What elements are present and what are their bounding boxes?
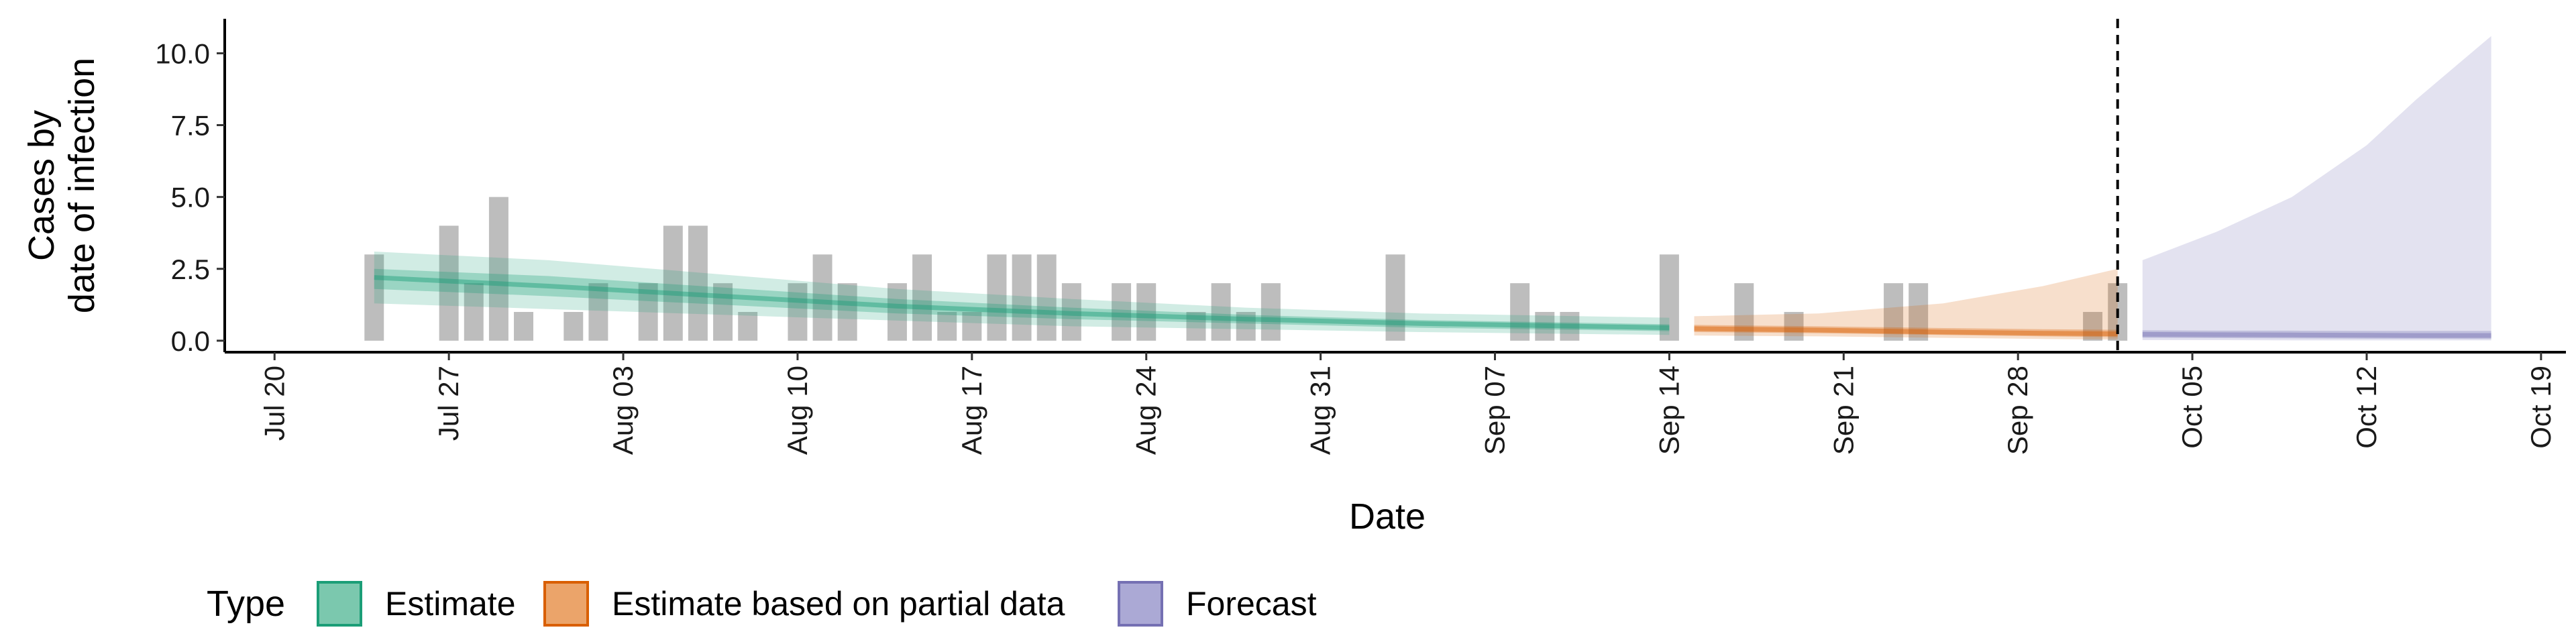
y-tick-label-3: 7.5 xyxy=(171,110,210,142)
y-tick-label-1: 2.5 xyxy=(171,254,210,285)
x-tick-label-6: Aug 31 xyxy=(1305,366,1336,455)
band50-series-2 xyxy=(2142,330,2491,339)
legend-label-2: Forecast xyxy=(1186,585,1317,623)
observed-bar-7 xyxy=(638,283,658,341)
observed-bar-3 xyxy=(488,197,508,341)
median-line-series-0 xyxy=(374,275,1670,331)
x-tick-label-7: Sep 07 xyxy=(1479,366,1511,455)
x-tick-label-3: Aug 10 xyxy=(782,366,813,455)
observed-bar-34 xyxy=(1734,283,1754,341)
observed-bar-35 xyxy=(1784,312,1804,341)
observed-bar-29 xyxy=(1385,254,1405,341)
observed-bar-14 xyxy=(837,283,857,341)
observed-bar-33 xyxy=(1659,254,1679,341)
legend-key-2 xyxy=(1118,581,1163,627)
observed-bar-13 xyxy=(812,254,833,341)
observed-bar-10 xyxy=(713,283,733,341)
x-tick-label-11: Oct 05 xyxy=(2176,366,2208,449)
observed-bar-17 xyxy=(937,312,957,341)
y-axis-title: Cases bydate of infection xyxy=(21,58,102,313)
x-tick-label-13: Oct 19 xyxy=(2525,366,2557,449)
observed-bar-23 xyxy=(1112,283,1132,341)
band90-series-0 xyxy=(374,252,1670,335)
observed-bar-20 xyxy=(1012,254,1032,341)
median-line-series-1 xyxy=(1694,326,2118,337)
observed-bar-19 xyxy=(987,254,1007,341)
y-axis-title-line-0: Cases by xyxy=(21,110,62,261)
observed-bar-26 xyxy=(1211,283,1231,341)
x-tick-label-10: Sep 28 xyxy=(2002,366,2033,455)
legend-title: Type xyxy=(207,584,285,624)
observed-bar-21 xyxy=(1036,254,1057,341)
observed-bar-8 xyxy=(663,225,683,341)
estimate-bands xyxy=(374,36,2491,341)
observed-bar-25 xyxy=(1186,312,1206,341)
observed-bar-27 xyxy=(1236,312,1256,341)
legend-key-1 xyxy=(543,581,589,627)
legend-key-0 xyxy=(317,581,362,627)
x-tick-label-2: Aug 03 xyxy=(607,366,639,455)
band50-series-0 xyxy=(374,268,1670,331)
y-tick-label-2: 5.0 xyxy=(171,182,210,213)
band50-series-1 xyxy=(1694,325,2118,337)
observed-bar-16 xyxy=(912,254,932,341)
observed-bar-31 xyxy=(1535,312,1555,341)
x-tick-label-12: Oct 12 xyxy=(2351,366,2382,449)
observed-bar-11 xyxy=(738,312,758,341)
observed-bar-37 xyxy=(1909,283,1929,341)
x-tick-label-0: Jul 20 xyxy=(258,366,290,441)
axes: 0.0 2.5 5.0 7.5 10.0 Jul 20 Jul 27 Aug 03 Aug 10… xyxy=(155,19,2566,455)
observed-bar-28 xyxy=(1260,283,1281,341)
observed-bar-36 xyxy=(1884,283,1904,341)
observed-bar-4 xyxy=(514,312,534,341)
observed-bar-18 xyxy=(962,312,982,341)
observed-bar-38 xyxy=(2083,312,2103,341)
observed-bar-22 xyxy=(1061,283,1081,341)
observed-bar-0 xyxy=(364,254,384,341)
x-tick-label-9: Sep 21 xyxy=(1827,366,1859,455)
observed-bar-30 xyxy=(1510,283,1530,341)
observed-bar-9 xyxy=(688,225,708,341)
x-axis-title: Date xyxy=(1349,496,1426,537)
observed-bar-5 xyxy=(564,312,584,341)
band90-series-2 xyxy=(2142,36,2491,341)
observed-bar-12 xyxy=(788,283,808,341)
median-line-series-2 xyxy=(2142,331,2491,338)
x-tick-label-4: Aug 17 xyxy=(956,366,987,455)
legend: Type Estimate Estimate based on partial da… xyxy=(207,581,1317,627)
observed-bar-6 xyxy=(588,283,608,341)
observed-bar-24 xyxy=(1136,283,1157,341)
legend-label-0: Estimate xyxy=(385,585,516,623)
x-tick-label-5: Aug 24 xyxy=(1130,366,1162,455)
observed-bar-32 xyxy=(1560,312,1580,341)
observed-bar-15 xyxy=(887,283,907,341)
legend-label-1: Estimate based on partial data xyxy=(612,585,1065,623)
y-axis-title-line-1: date of infection xyxy=(62,58,102,313)
y-tick-label-0: 0.0 xyxy=(171,325,210,357)
observed-bar-1 xyxy=(439,225,459,341)
band90-series-1 xyxy=(1694,268,2118,340)
observed-bar-2 xyxy=(464,283,484,341)
x-tick-label-8: Sep 14 xyxy=(1653,366,1684,455)
x-tick-label-1: Jul 27 xyxy=(433,366,464,441)
y-tick-label-4: 10.0 xyxy=(155,38,210,69)
observed-case-bars xyxy=(364,197,2128,341)
